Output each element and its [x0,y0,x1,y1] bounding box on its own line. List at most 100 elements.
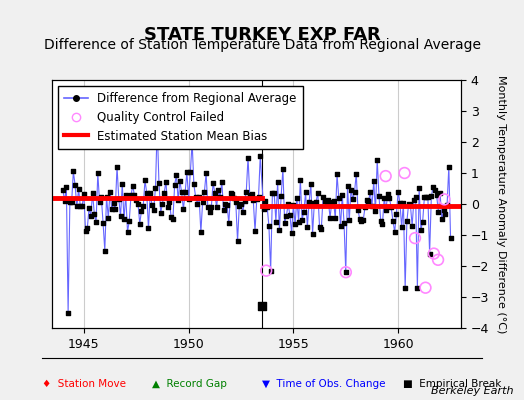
Point [440,196,449,202]
Point [289,202,298,208]
Point [163,203,172,210]
Point [381,173,390,179]
Point [333,171,341,178]
Point [275,227,283,233]
Point [387,204,396,211]
Point [368,203,376,209]
Point [336,223,345,230]
Point [136,220,144,227]
Point [265,223,273,229]
Point [314,190,322,196]
Point [193,200,202,207]
Point [425,250,434,257]
Point [235,202,244,209]
Point [146,190,155,196]
Point [394,188,402,195]
Point [280,220,289,226]
Point [369,178,378,184]
Point [417,226,425,233]
Point [441,211,450,218]
Point [74,186,83,192]
Point [64,309,72,316]
Point [134,200,142,207]
Point [183,169,191,175]
Point [429,184,438,190]
Point [322,199,331,205]
Point [233,238,242,244]
Point [71,182,79,188]
Point [361,204,369,211]
Point [195,194,203,200]
Y-axis label: Monthly Temperature Anomaly Difference (°C): Monthly Temperature Anomaly Difference (… [496,75,506,333]
Point [403,218,411,224]
Point [330,198,338,204]
Point [207,204,215,210]
Point [300,208,308,215]
Point [331,215,340,222]
Point [420,194,429,200]
Point [249,196,257,203]
Point [357,218,366,224]
Point [101,247,109,254]
Point [83,225,92,231]
Point [90,211,99,217]
Point [232,199,240,206]
Point [241,198,249,204]
Point [230,195,238,202]
Point [220,207,228,214]
Point [419,219,427,225]
Point [62,184,71,190]
Point [226,190,235,196]
Point [413,284,422,291]
Point [172,172,181,178]
Point [307,181,315,187]
Point [406,202,414,208]
Point [354,207,362,214]
Point [262,268,270,274]
Point [60,198,69,204]
Point [288,230,296,236]
Point [286,212,294,218]
Point [137,208,146,214]
Point [221,201,230,207]
Point [303,224,312,230]
Point [305,199,313,206]
Point [176,178,184,184]
Point [68,199,76,206]
Point [256,153,265,160]
Point [214,186,223,193]
Point [294,219,303,225]
Point [411,194,420,200]
Text: Berkeley Earth: Berkeley Earth [431,386,514,396]
Point [400,170,409,176]
Point [238,209,247,215]
Point [157,210,165,216]
Point [366,189,375,195]
Point [102,193,111,200]
Point [107,206,116,212]
Point [99,220,107,226]
Point [309,230,317,237]
Text: Difference of Station Temperature Data from Regional Average: Difference of Station Temperature Data f… [43,38,481,52]
Text: ■  Empirical Break: ■ Empirical Break [403,379,502,389]
Point [424,194,432,200]
Point [384,191,392,197]
Point [165,198,173,205]
Point [399,200,408,206]
Point [94,170,102,177]
Point [324,197,333,204]
Point [115,196,123,202]
Point [430,250,438,257]
Point [434,257,442,263]
Point [162,178,170,185]
Point [170,181,179,188]
Point [373,156,381,163]
Point [296,176,304,183]
Point [335,195,343,201]
Point [202,170,210,176]
Point [312,198,320,205]
Point [251,228,259,234]
Point [293,195,301,201]
Point [258,303,266,310]
Point [328,199,336,206]
